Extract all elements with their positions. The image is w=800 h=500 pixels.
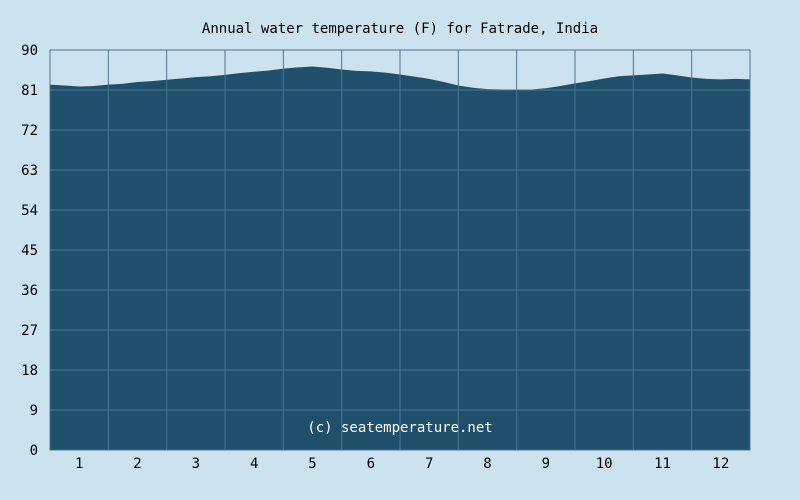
y-tick-label: 45 [21, 243, 38, 259]
x-tick-label: 10 [596, 456, 613, 472]
y-tick-label: 27 [21, 323, 38, 339]
y-tick-label: 81 [21, 83, 38, 99]
x-tick-label: 2 [133, 456, 141, 472]
y-tick-label: 72 [21, 123, 38, 139]
x-tick-label: 8 [483, 456, 491, 472]
y-tick-label: 9 [30, 403, 38, 419]
x-axis: 1 2 3 4 5 6 7 8 9 10 11 12 [75, 456, 729, 472]
y-tick-label: 18 [21, 363, 38, 379]
x-tick-label: 6 [367, 456, 375, 472]
y-tick-label: 0 [30, 443, 38, 459]
x-tick-label: 1 [75, 456, 83, 472]
x-tick-label: 11 [654, 456, 671, 472]
chart-title: Annual water temperature (F) for Fatrade… [202, 21, 598, 37]
x-tick-label: 9 [542, 456, 550, 472]
y-tick-label: 54 [21, 203, 38, 219]
y-axis: 0 9 18 27 36 45 54 63 72 81 90 [21, 43, 38, 459]
y-tick-label: 90 [21, 43, 38, 59]
y-tick-label: 36 [21, 283, 38, 299]
x-tick-label: 5 [308, 456, 316, 472]
x-tick-label: 3 [192, 456, 200, 472]
plot-frame [49, 49, 751, 451]
x-tick-label: 4 [250, 456, 258, 472]
y-tick-label: 63 [21, 163, 38, 179]
x-tick-label: 7 [425, 456, 433, 472]
x-tick-label: 12 [712, 456, 729, 472]
watermark: (c) seatemperature.net [307, 420, 492, 436]
